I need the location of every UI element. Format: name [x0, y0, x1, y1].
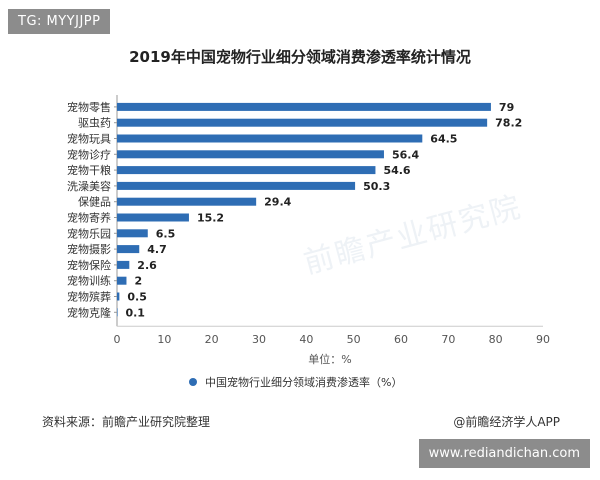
category-label: 洗澡美容 [67, 179, 111, 193]
bar [117, 276, 127, 285]
data-label: 54.6 [383, 164, 410, 177]
bar [117, 292, 120, 301]
category-label: 保健品 [78, 195, 111, 209]
legend-marker [189, 378, 197, 386]
legend-label: 中国宠物行业细分领域消费渗透率（%） [205, 375, 402, 389]
data-label: 4.7 [147, 243, 167, 256]
category-label: 宠物摄影 [67, 242, 111, 256]
x-tick-label: 20 [205, 333, 219, 346]
bar [117, 166, 376, 175]
bar [117, 197, 257, 206]
x-tick-label: 0 [114, 333, 121, 346]
category-label: 驱虫药 [78, 117, 111, 130]
data-label: 50.3 [363, 180, 390, 193]
data-label: 56.4 [392, 148, 419, 161]
data-label: 78.2 [495, 117, 522, 130]
category-label: 宠物保险 [67, 258, 111, 272]
data-label: 2.6 [137, 259, 157, 272]
data-label: 29.4 [264, 196, 291, 209]
data-label: 2 [134, 275, 142, 288]
bar [117, 134, 423, 143]
category-label: 宠物克隆 [67, 305, 111, 319]
x-tick-label: 10 [157, 333, 171, 346]
x-tick-label: 50 [347, 333, 361, 346]
data-label: 6.5 [156, 227, 176, 240]
chart-title: 2019年中国宠物行业细分领域消费渗透率统计情况 [129, 48, 471, 66]
x-tick-label: 60 [394, 333, 408, 346]
category-label: 宠物殡葬 [67, 290, 111, 304]
x-tick-label: 80 [489, 333, 503, 346]
top-left-tag: TG: MYYJJPP [8, 9, 111, 34]
x-tick-label: 30 [252, 333, 266, 346]
bottom-right-tag: www.rediandichan.com [418, 439, 590, 468]
bar [117, 229, 148, 238]
bar-chart: 宠物零售 79 驱虫药 78.2 宠物玩具 64.5 宠物诊疗 56.4 宠物干粮 54.6 洗澡美… [67, 95, 550, 389]
data-label: 79 [499, 101, 514, 114]
source-note: 资料来源：前瞻产业研究院整理 [42, 415, 211, 429]
category-label: 宠物乐园 [67, 226, 111, 240]
data-label: 64.5 [430, 133, 457, 146]
data-label: 0.5 [127, 291, 147, 304]
category-label: 宠物寄养 [67, 211, 111, 225]
data-label: 0.1 [125, 306, 144, 319]
bar [117, 260, 130, 269]
x-tick-label: 70 [441, 333, 455, 346]
category-label: 宠物零售 [67, 100, 111, 114]
bar [117, 213, 189, 222]
category-label: 宠物干粮 [67, 163, 111, 177]
bar [117, 118, 488, 127]
x-tick-label: 90 [536, 333, 550, 346]
x-tick-label: 40 [299, 333, 313, 346]
data-label: 15.2 [197, 212, 224, 225]
credit-note: @前瞻经济学人APP [453, 415, 560, 429]
bar [117, 181, 356, 190]
bar [117, 150, 384, 159]
category-label: 宠物训练 [67, 274, 111, 288]
category-label: 宠物玩具 [67, 132, 111, 146]
bar [117, 245, 140, 254]
bar [117, 102, 491, 111]
bar [117, 308, 118, 317]
x-axis-label: 单位：% [308, 352, 351, 366]
category-label: 宠物诊疗 [67, 147, 111, 161]
